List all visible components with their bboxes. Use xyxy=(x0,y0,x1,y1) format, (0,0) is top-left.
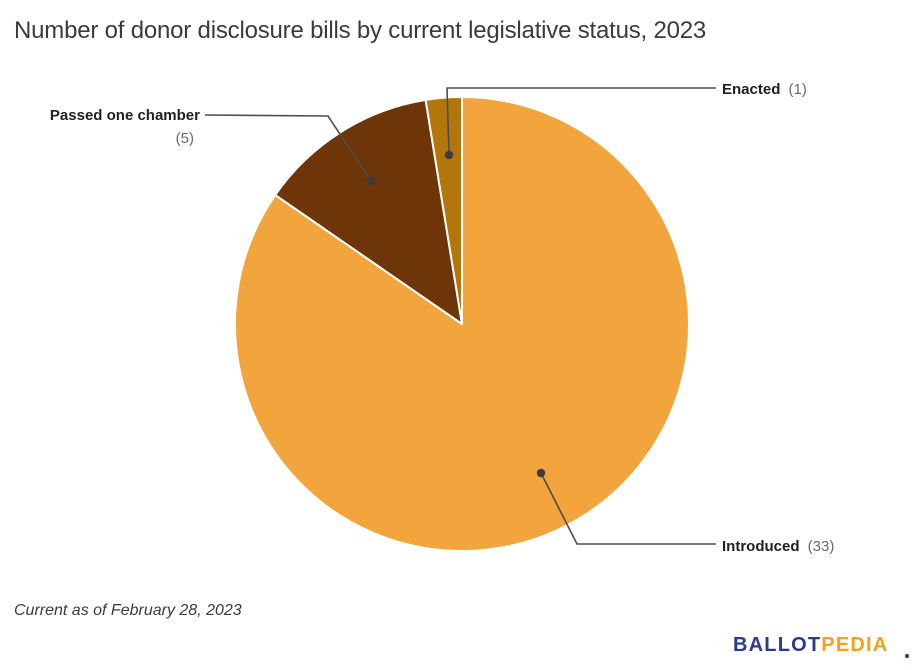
logo-part-pedia: PEDIA xyxy=(821,634,889,656)
label-enacted: Enacted (1) xyxy=(722,79,807,102)
label-passed-one-chamber-name: Passed one chamber xyxy=(49,107,200,124)
label-passed-one-chamber-count: (5) xyxy=(175,129,194,147)
label-passed-one-chamber: Passed one chamber (5) xyxy=(0,105,200,150)
callout-leader-line xyxy=(446,87,716,156)
footnote: Current as of February 28, 2023 xyxy=(14,602,242,619)
pie-slice-passed-one-chamber xyxy=(274,98,463,325)
callout-leader-line xyxy=(540,472,716,545)
label-introduced-name: Introduced xyxy=(722,538,800,555)
callout-dot xyxy=(366,176,376,186)
logo-period-dot xyxy=(905,654,909,658)
logo-part-ballot: BALLOT xyxy=(733,634,822,656)
callout-leader-line xyxy=(204,114,372,182)
callout-dot xyxy=(444,150,454,160)
label-enacted-count: (1) xyxy=(788,81,807,98)
label-introduced: Introduced (33) xyxy=(722,536,834,559)
label-introduced-count: (33) xyxy=(807,538,835,555)
chart-title: Number of donor disclosure bills by curr… xyxy=(14,17,707,44)
callout-dot xyxy=(536,468,546,478)
ballotpedia-logo: BALLOTPEDIA xyxy=(733,634,888,657)
label-enacted-name: Enacted xyxy=(722,81,781,98)
